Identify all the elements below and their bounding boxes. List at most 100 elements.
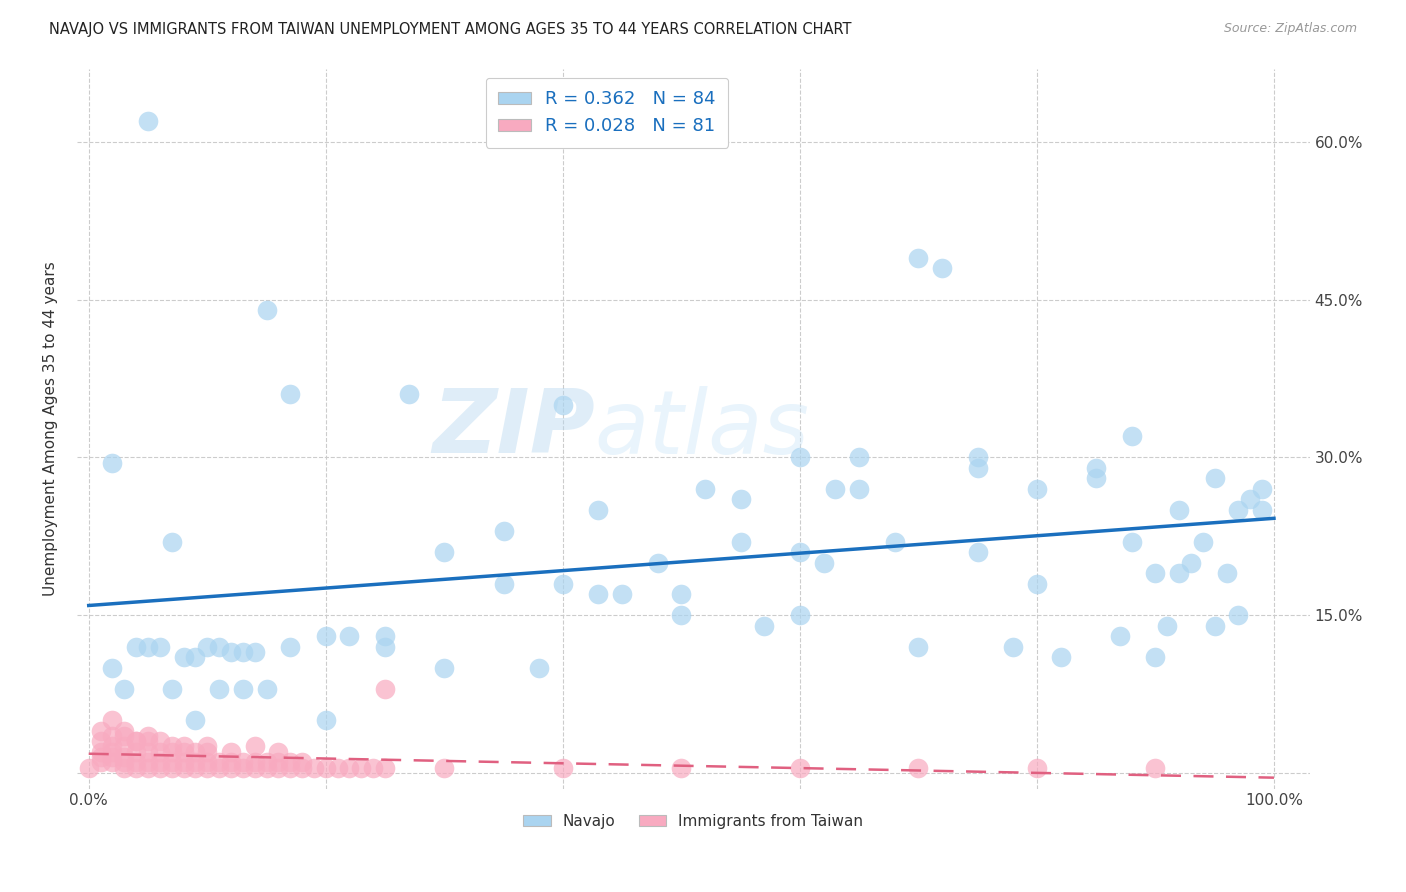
Point <box>1121 534 1143 549</box>
Point <box>173 745 195 759</box>
Point <box>374 640 396 654</box>
Point <box>848 482 870 496</box>
Point <box>208 760 231 774</box>
Point <box>267 745 290 759</box>
Point <box>492 524 515 538</box>
Point <box>966 450 988 465</box>
Text: ZIP: ZIP <box>432 385 595 472</box>
Point <box>1227 503 1250 517</box>
Point <box>789 545 811 559</box>
Point <box>1156 618 1178 632</box>
Point <box>398 387 420 401</box>
Point <box>1085 471 1108 485</box>
Point <box>671 608 693 623</box>
Point <box>374 681 396 696</box>
Point <box>125 734 148 748</box>
Point <box>90 756 112 770</box>
Point <box>931 261 953 276</box>
Point <box>195 745 218 759</box>
Point <box>160 756 183 770</box>
Point <box>1025 482 1047 496</box>
Point <box>136 729 159 743</box>
Point <box>966 545 988 559</box>
Point <box>77 760 100 774</box>
Point <box>90 734 112 748</box>
Point <box>754 618 776 632</box>
Point <box>1192 534 1215 549</box>
Point <box>232 756 254 770</box>
Point <box>1180 556 1202 570</box>
Point <box>966 461 988 475</box>
Point <box>136 760 159 774</box>
Point <box>219 745 242 759</box>
Point <box>315 713 337 727</box>
Point <box>256 303 278 318</box>
Point <box>160 739 183 754</box>
Point <box>195 760 218 774</box>
Point <box>671 587 693 601</box>
Point <box>588 587 610 601</box>
Point <box>647 556 669 570</box>
Point <box>184 650 207 665</box>
Point <box>551 576 574 591</box>
Point <box>278 387 301 401</box>
Text: Source: ZipAtlas.com: Source: ZipAtlas.com <box>1223 22 1357 36</box>
Point <box>1025 760 1047 774</box>
Point <box>184 745 207 759</box>
Point <box>1215 566 1237 580</box>
Point <box>160 534 183 549</box>
Point <box>136 640 159 654</box>
Point <box>112 739 135 754</box>
Text: NAVAJO VS IMMIGRANTS FROM TAIWAN UNEMPLOYMENT AMONG AGES 35 TO 44 YEARS CORRELAT: NAVAJO VS IMMIGRANTS FROM TAIWAN UNEMPLO… <box>49 22 852 37</box>
Point <box>256 681 278 696</box>
Point <box>173 739 195 754</box>
Point <box>90 745 112 759</box>
Point <box>112 756 135 770</box>
Point <box>1168 503 1191 517</box>
Legend: Navajo, Immigrants from Taiwan: Navajo, Immigrants from Taiwan <box>517 807 869 835</box>
Point <box>278 756 301 770</box>
Point <box>112 723 135 738</box>
Point <box>149 760 172 774</box>
Point <box>1251 482 1274 496</box>
Point <box>315 629 337 643</box>
Point <box>90 750 112 764</box>
Point <box>1002 640 1025 654</box>
Point <box>361 760 384 774</box>
Point <box>136 734 159 748</box>
Point <box>1204 471 1226 485</box>
Point <box>101 713 124 727</box>
Point <box>232 681 254 696</box>
Point <box>326 760 349 774</box>
Point <box>374 629 396 643</box>
Point <box>907 251 929 265</box>
Point <box>588 503 610 517</box>
Point <box>243 645 266 659</box>
Point <box>1109 629 1132 643</box>
Point <box>232 760 254 774</box>
Point <box>610 587 633 601</box>
Point <box>492 576 515 591</box>
Point <box>125 760 148 774</box>
Point <box>101 750 124 764</box>
Point <box>232 645 254 659</box>
Point <box>551 760 574 774</box>
Point <box>149 734 172 748</box>
Point <box>848 450 870 465</box>
Point <box>339 760 361 774</box>
Point <box>693 482 716 496</box>
Point <box>374 760 396 774</box>
Point <box>907 760 929 774</box>
Point <box>101 660 124 674</box>
Point <box>433 760 456 774</box>
Point <box>208 640 231 654</box>
Point <box>125 756 148 770</box>
Point <box>125 734 148 748</box>
Point <box>302 760 325 774</box>
Point <box>527 660 550 674</box>
Point <box>112 729 135 743</box>
Point <box>1144 760 1167 774</box>
Point <box>789 450 811 465</box>
Point <box>184 760 207 774</box>
Point <box>112 750 135 764</box>
